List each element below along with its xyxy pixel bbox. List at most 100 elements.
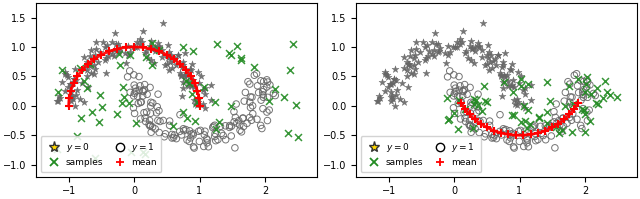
Point: [465, 124, 476, 127]
Point: [402, 68, 412, 72]
Point: [585, 83, 595, 87]
Point: [421, 71, 431, 74]
Point: [66, 89, 76, 92]
Point: [455, 84, 465, 87]
Point: [431, 42, 441, 46]
Point: [390, 104, 400, 107]
Point: [97, 105, 107, 108]
Point: [508, 133, 518, 137]
Point: [68, 97, 78, 100]
Point: [264, 100, 274, 103]
Point: [129, 84, 140, 87]
Point: [200, 92, 210, 95]
Point: [406, 48, 416, 52]
Point: [75, 98, 85, 101]
Point: [458, 89, 468, 92]
Point: [520, 86, 531, 90]
Point: [182, 84, 193, 87]
Point: [515, 74, 525, 78]
Point: [194, 81, 204, 85]
Point: [560, 91, 570, 94]
Point: [163, 44, 173, 47]
Point: [402, 60, 412, 63]
Point: [150, 46, 161, 49]
Point: [198, 89, 208, 92]
Point: [114, 52, 124, 55]
Point: [549, 110, 559, 113]
Point: [519, 133, 529, 137]
Point: [545, 126, 555, 129]
Point: [129, 106, 139, 109]
Point: [252, 118, 262, 121]
Point: [536, 132, 547, 135]
Point: [199, 85, 209, 88]
Point: [562, 122, 572, 125]
Point: [246, 119, 257, 122]
Point: [200, 130, 210, 133]
Point: [452, 41, 462, 44]
Point: [496, 131, 506, 134]
Point: [89, 72, 99, 76]
Point: [547, 126, 557, 129]
Point: [576, 79, 586, 82]
Point: [183, 79, 193, 82]
Point: [90, 40, 100, 43]
Point: [188, 49, 198, 52]
Point: [154, 44, 164, 47]
Point: [177, 65, 188, 68]
Point: [68, 78, 79, 81]
Point: [500, 75, 510, 78]
Point: [550, 146, 560, 149]
Point: [123, 44, 133, 48]
Point: [82, 68, 92, 72]
Point: [443, 119, 453, 122]
Point: [474, 109, 484, 112]
Point: [472, 105, 483, 108]
Point: [508, 145, 518, 148]
Point: [390, 79, 401, 82]
Point: [547, 125, 557, 128]
Point: [508, 91, 518, 94]
Point: [60, 72, 70, 76]
Point: [491, 63, 501, 66]
Point: [463, 57, 474, 60]
Point: [109, 54, 119, 57]
Point: [487, 133, 497, 136]
Point: [247, 96, 257, 99]
Point: [146, 59, 156, 62]
Point: [507, 83, 517, 86]
Point: [104, 49, 114, 52]
Point: [545, 124, 555, 127]
Point: [526, 99, 536, 102]
Point: [529, 124, 540, 127]
Point: [120, 61, 131, 64]
Point: [582, 75, 593, 79]
Point: [568, 102, 578, 105]
Point: [516, 77, 527, 81]
Point: [83, 63, 93, 66]
Point: [204, 145, 214, 148]
Point: [164, 60, 175, 64]
Point: [199, 133, 209, 137]
Point: [210, 100, 220, 104]
Point: [525, 123, 535, 126]
Point: [90, 157, 100, 160]
Point: [135, 38, 145, 41]
Point: [460, 107, 470, 111]
Point: [470, 127, 481, 130]
Point: [422, 55, 433, 58]
Point: [575, 124, 586, 127]
Point: [177, 133, 187, 137]
Point: [195, 129, 205, 132]
Point: [145, 119, 155, 122]
Point: [56, 80, 67, 84]
Point: [529, 125, 539, 128]
Point: [147, 46, 157, 49]
Point: [497, 133, 507, 137]
Point: [179, 129, 189, 132]
Point: [540, 129, 550, 132]
Point: [502, 84, 513, 87]
Point: [134, 75, 144, 78]
Point: [131, 45, 141, 48]
Point: [109, 49, 119, 52]
